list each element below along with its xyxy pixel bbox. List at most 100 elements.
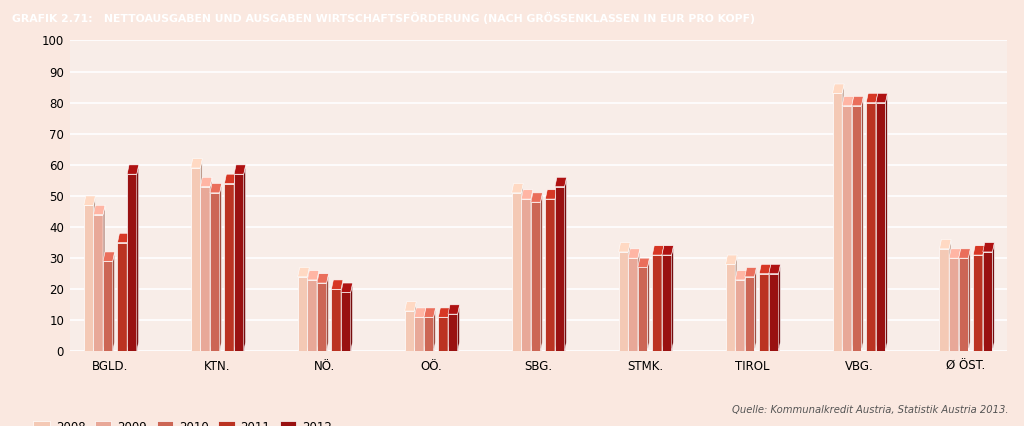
Polygon shape — [735, 271, 746, 280]
Polygon shape — [415, 302, 416, 351]
Polygon shape — [424, 308, 435, 317]
Polygon shape — [404, 302, 416, 311]
Polygon shape — [113, 252, 115, 351]
Bar — [638, 268, 647, 351]
Polygon shape — [512, 184, 523, 193]
Bar — [201, 187, 210, 351]
Polygon shape — [234, 174, 236, 351]
Polygon shape — [521, 184, 523, 351]
Polygon shape — [983, 242, 994, 252]
Bar — [438, 317, 447, 351]
Bar — [546, 199, 555, 351]
Polygon shape — [201, 158, 203, 351]
Polygon shape — [564, 177, 566, 351]
Polygon shape — [662, 246, 664, 351]
Polygon shape — [866, 93, 878, 103]
Polygon shape — [618, 242, 630, 252]
Polygon shape — [424, 308, 426, 351]
Polygon shape — [447, 305, 460, 314]
Polygon shape — [969, 249, 971, 351]
Polygon shape — [555, 177, 566, 187]
Polygon shape — [103, 252, 115, 261]
Polygon shape — [939, 239, 951, 249]
Bar — [103, 261, 113, 351]
Polygon shape — [224, 174, 236, 184]
Bar — [190, 168, 201, 351]
Text: GRAFIK 2.71:   NETTOAUSGABEN UND AUSGABEN WIRTSCHAFTSFÖRDERUNG (NACH GRÖSSENKLAS: GRAFIK 2.71: NETTOAUSGABEN UND AUSGABEN … — [12, 12, 755, 24]
Polygon shape — [415, 308, 426, 317]
Bar — [555, 187, 564, 351]
Polygon shape — [244, 165, 246, 351]
Polygon shape — [327, 273, 329, 351]
Polygon shape — [541, 193, 543, 351]
Polygon shape — [662, 246, 674, 255]
Polygon shape — [118, 233, 129, 242]
Polygon shape — [958, 249, 961, 351]
Polygon shape — [983, 246, 985, 351]
Polygon shape — [317, 271, 318, 351]
Polygon shape — [759, 265, 771, 273]
Polygon shape — [93, 205, 105, 215]
Bar — [735, 280, 744, 351]
Polygon shape — [341, 280, 343, 351]
Polygon shape — [652, 246, 664, 255]
Bar — [852, 106, 861, 351]
Bar — [307, 280, 317, 351]
Polygon shape — [127, 165, 138, 174]
Bar — [234, 174, 244, 351]
Polygon shape — [852, 96, 863, 106]
Bar — [93, 215, 103, 351]
Polygon shape — [638, 258, 649, 268]
Bar — [298, 277, 307, 351]
Bar — [415, 317, 424, 351]
Polygon shape — [530, 193, 543, 202]
Bar — [447, 314, 458, 351]
Polygon shape — [726, 255, 737, 265]
Bar — [618, 252, 629, 351]
Bar — [530, 202, 541, 351]
Bar — [404, 311, 415, 351]
Bar — [652, 255, 662, 351]
Polygon shape — [672, 246, 674, 351]
Bar — [833, 93, 842, 351]
Polygon shape — [949, 249, 961, 258]
Polygon shape — [876, 93, 878, 351]
Polygon shape — [647, 258, 649, 351]
Polygon shape — [555, 190, 557, 351]
Polygon shape — [332, 280, 343, 289]
Polygon shape — [546, 190, 557, 199]
Bar — [744, 277, 755, 351]
Polygon shape — [93, 196, 95, 351]
Bar — [118, 242, 127, 351]
Bar — [842, 106, 852, 351]
Bar — [983, 252, 992, 351]
Bar — [769, 273, 778, 351]
Polygon shape — [201, 177, 212, 187]
Polygon shape — [317, 273, 329, 283]
Polygon shape — [341, 283, 352, 292]
Polygon shape — [886, 93, 888, 351]
Bar — [341, 292, 350, 351]
Polygon shape — [438, 308, 450, 317]
Polygon shape — [103, 205, 105, 351]
Bar — [332, 289, 341, 351]
Polygon shape — [458, 305, 460, 351]
Polygon shape — [842, 84, 844, 351]
Polygon shape — [127, 233, 129, 351]
Polygon shape — [744, 268, 757, 277]
Bar — [949, 258, 958, 351]
Polygon shape — [219, 184, 221, 351]
Polygon shape — [958, 249, 971, 258]
Bar — [127, 174, 137, 351]
Polygon shape — [778, 265, 780, 351]
Bar — [521, 199, 530, 351]
Polygon shape — [861, 96, 863, 351]
Bar — [424, 317, 433, 351]
Bar — [759, 273, 769, 351]
Bar — [876, 103, 886, 351]
Bar — [84, 205, 93, 351]
Bar — [512, 193, 521, 351]
Bar — [939, 249, 949, 351]
Text: Quelle: Kommunalkredit Austria, Statistik Austria 2013.: Quelle: Kommunalkredit Austria, Statisti… — [732, 406, 1009, 415]
Polygon shape — [307, 268, 309, 351]
